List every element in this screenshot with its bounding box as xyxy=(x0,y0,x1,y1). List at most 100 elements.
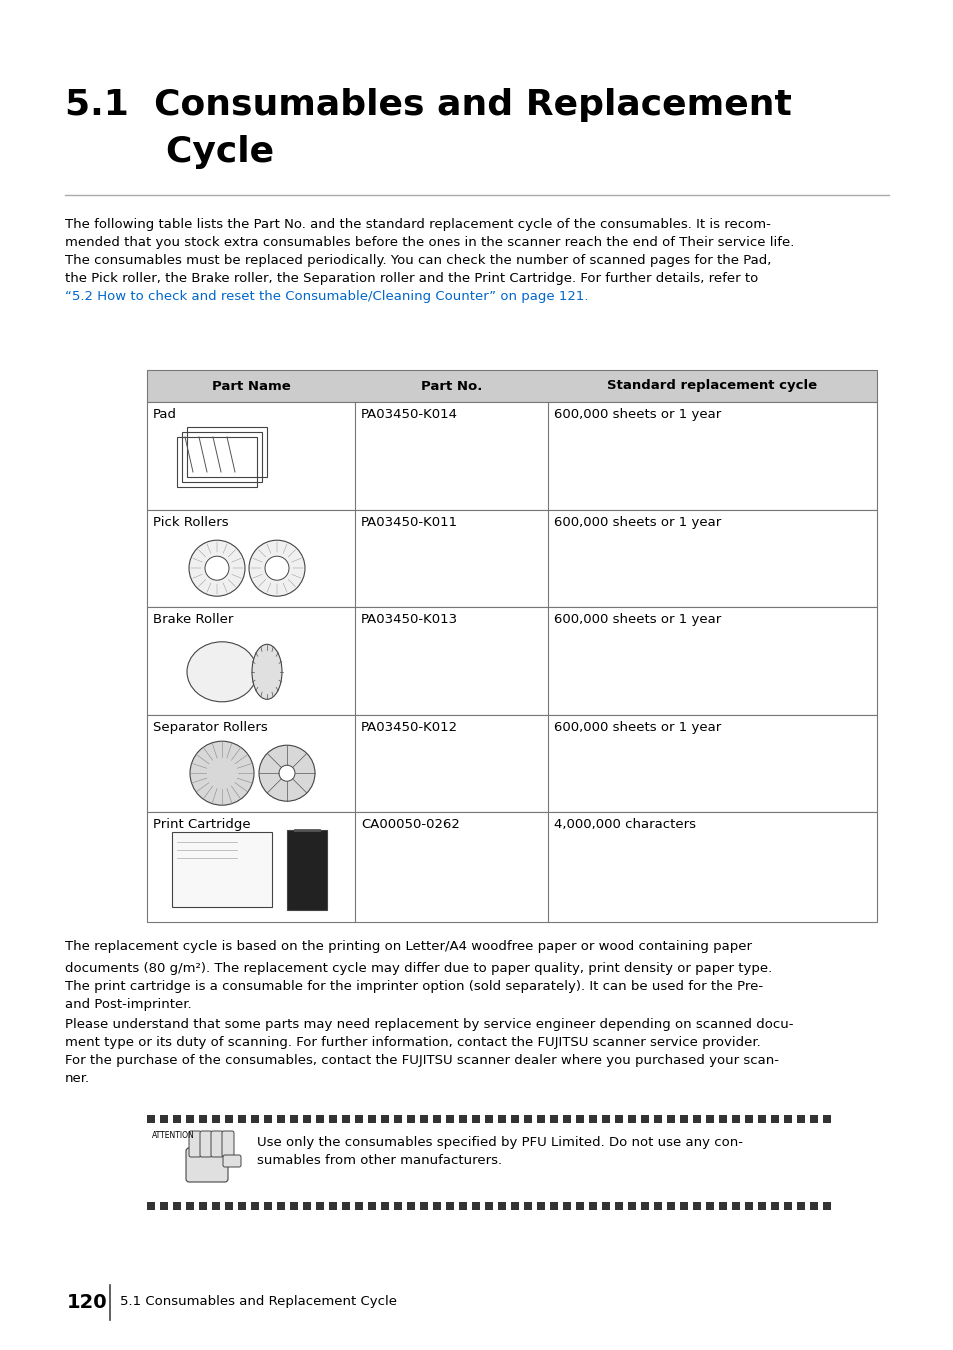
Bar xyxy=(576,1202,583,1210)
Bar xyxy=(186,1202,193,1210)
Bar xyxy=(615,1115,622,1123)
Bar xyxy=(315,1115,324,1123)
Bar xyxy=(407,1115,415,1123)
Text: Part No.: Part No. xyxy=(420,379,481,393)
Bar xyxy=(264,1202,272,1210)
Text: 600,000 sheets or 1 year: 600,000 sheets or 1 year xyxy=(554,516,720,529)
Bar xyxy=(355,1202,363,1210)
Bar xyxy=(147,716,876,811)
Bar xyxy=(511,1115,518,1123)
Bar xyxy=(758,1202,765,1210)
Bar xyxy=(212,1115,220,1123)
Bar xyxy=(497,1115,505,1123)
Bar xyxy=(627,1202,636,1210)
Text: 5.1 Consumables and Replacement Cycle: 5.1 Consumables and Replacement Cycle xyxy=(120,1296,396,1308)
Bar xyxy=(237,1202,246,1210)
Bar xyxy=(654,1115,661,1123)
FancyBboxPatch shape xyxy=(200,1131,212,1157)
Bar xyxy=(744,1202,752,1210)
Bar xyxy=(472,1202,479,1210)
Bar xyxy=(290,1115,297,1123)
Text: 120: 120 xyxy=(67,1292,107,1311)
FancyBboxPatch shape xyxy=(189,1131,201,1157)
Text: PA03450-K011: PA03450-K011 xyxy=(360,516,457,529)
Bar xyxy=(433,1115,440,1123)
Bar xyxy=(276,1202,285,1210)
Bar xyxy=(679,1202,687,1210)
Bar xyxy=(287,830,327,910)
Bar xyxy=(458,1202,467,1210)
Bar xyxy=(588,1115,597,1123)
Bar xyxy=(770,1202,779,1210)
Text: ment type or its duty of scanning. For further information, contact the FUJITSU : ment type or its duty of scanning. For f… xyxy=(65,1035,760,1049)
Bar xyxy=(315,1202,324,1210)
Bar xyxy=(640,1202,648,1210)
Bar xyxy=(719,1115,726,1123)
Bar xyxy=(692,1202,700,1210)
Text: mended that you stock extra consumables before the ones in the scanner reach the: mended that you stock extra consumables … xyxy=(65,236,794,248)
Bar xyxy=(172,1115,181,1123)
Circle shape xyxy=(189,540,245,597)
Bar xyxy=(394,1115,401,1123)
Bar xyxy=(172,832,272,907)
Ellipse shape xyxy=(187,641,256,702)
Bar xyxy=(186,1115,193,1123)
Text: 600,000 sheets or 1 year: 600,000 sheets or 1 year xyxy=(554,408,720,421)
Bar xyxy=(290,1202,297,1210)
Bar xyxy=(225,1115,233,1123)
Bar xyxy=(796,1202,804,1210)
Bar xyxy=(251,1202,258,1210)
FancyBboxPatch shape xyxy=(222,1131,233,1157)
Bar xyxy=(368,1115,375,1123)
Bar xyxy=(758,1115,765,1123)
Bar xyxy=(147,1202,154,1210)
Bar xyxy=(160,1202,168,1210)
Text: PA03450-K012: PA03450-K012 xyxy=(360,721,457,734)
Text: ner.: ner. xyxy=(65,1072,90,1085)
Text: 600,000 sheets or 1 year: 600,000 sheets or 1 year xyxy=(554,613,720,626)
Bar xyxy=(237,1115,246,1123)
Bar xyxy=(627,1115,636,1123)
Text: Cycle: Cycle xyxy=(65,135,274,169)
Circle shape xyxy=(278,765,294,782)
Bar xyxy=(147,370,876,402)
Bar xyxy=(654,1202,661,1210)
Bar xyxy=(770,1115,779,1123)
Bar xyxy=(419,1202,428,1210)
Bar xyxy=(147,608,876,716)
Text: sumables from other manufacturers.: sumables from other manufacturers. xyxy=(256,1154,501,1166)
Text: 4,000,000 characters: 4,000,000 characters xyxy=(554,818,696,832)
Bar xyxy=(550,1115,558,1123)
Text: Pick Rollers: Pick Rollers xyxy=(152,516,229,529)
Bar xyxy=(303,1202,311,1210)
Bar xyxy=(212,1202,220,1210)
Bar xyxy=(783,1115,791,1123)
Text: CA00050-0262: CA00050-0262 xyxy=(360,818,459,832)
Bar xyxy=(640,1115,648,1123)
Bar xyxy=(147,510,876,608)
Text: The replacement cycle is based on the printing on Letter/A4 woodfree paper or wo: The replacement cycle is based on the pr… xyxy=(65,940,751,953)
Bar xyxy=(809,1115,817,1123)
Ellipse shape xyxy=(252,644,282,699)
Text: Brake Roller: Brake Roller xyxy=(152,613,233,626)
Bar xyxy=(160,1115,168,1123)
Bar xyxy=(601,1115,609,1123)
Text: ATTENTION: ATTENTION xyxy=(152,1131,194,1139)
Circle shape xyxy=(265,556,289,580)
Bar xyxy=(576,1115,583,1123)
Bar xyxy=(550,1202,558,1210)
Bar xyxy=(433,1202,440,1210)
Bar xyxy=(303,1115,311,1123)
Bar xyxy=(511,1202,518,1210)
Bar xyxy=(458,1115,467,1123)
Bar xyxy=(199,1115,207,1123)
Bar xyxy=(407,1202,415,1210)
Bar xyxy=(446,1115,454,1123)
Bar xyxy=(251,1115,258,1123)
Bar xyxy=(537,1202,544,1210)
Text: PA03450-K013: PA03450-K013 xyxy=(360,613,457,626)
Bar xyxy=(562,1202,571,1210)
Bar xyxy=(472,1115,479,1123)
Text: and Post-imprinter.: and Post-imprinter. xyxy=(65,998,192,1011)
Bar xyxy=(731,1115,740,1123)
